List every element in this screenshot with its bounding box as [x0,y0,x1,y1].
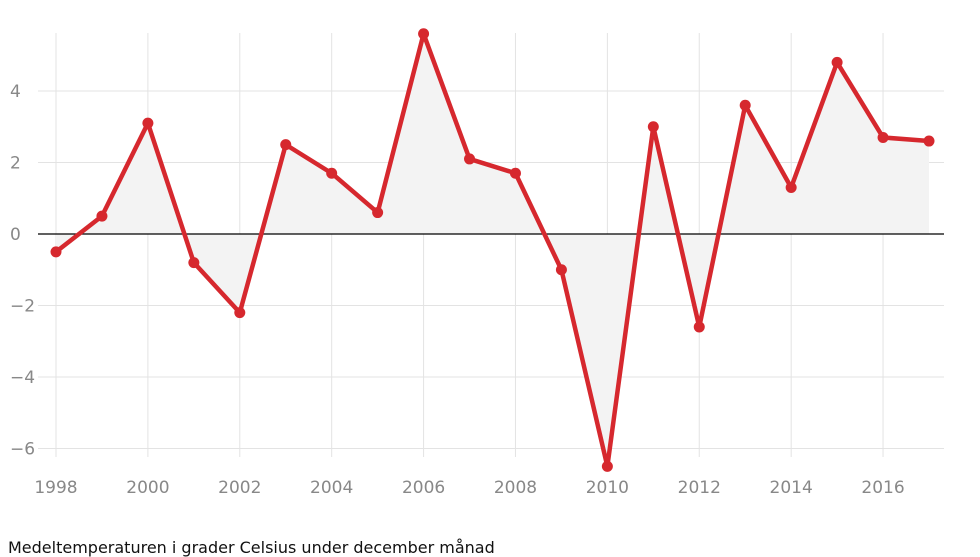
area-fill-layer [56,33,929,467]
chart-caption: Medeltemperaturen i grader Celsius under… [8,538,495,557]
data-point [50,246,62,258]
data-point [831,56,843,68]
y-axis-ticks: 4 2 0 −2 −4 −6 [10,82,35,460]
x-tick-label: 2006 [402,478,445,498]
data-point [601,460,613,472]
y-tick-label: −4 [10,368,35,388]
data-point [234,307,246,319]
data-point [188,257,200,269]
x-axis-ticks: 1998 2000 2002 2004 2006 2008 2010 2012 2014 2016 [34,478,904,498]
data-point [142,117,154,129]
x-tick-label: 2014 [770,478,813,498]
data-point [555,264,567,276]
data-point [372,207,384,219]
data-point [647,121,659,133]
data-points [50,28,935,472]
y-tick-label: 0 [10,225,21,245]
data-point [96,210,108,222]
series-line [53,31,932,469]
data-point [509,167,521,179]
series-line-layer [53,31,932,469]
data-point [739,99,751,111]
x-tick-label: 2012 [678,478,721,498]
y-tick-label: 4 [10,82,21,102]
x-tick-label: 2004 [310,478,353,498]
grid-lines [38,33,944,457]
data-point [326,167,338,179]
x-tick-label: 2002 [218,478,261,498]
x-tick-label: 2010 [586,478,629,498]
data-point [464,153,476,165]
data-point [877,131,889,143]
y-tick-label: −2 [10,297,35,317]
x-tick-label: 1998 [34,478,77,498]
x-tick-label: 2016 [861,478,904,498]
data-point [280,139,292,151]
data-point [418,28,430,40]
area-fill [56,33,929,467]
data-point [785,182,797,194]
y-tick-label: 2 [10,154,21,174]
x-tick-label: 2008 [494,478,537,498]
x-tick-label: 2000 [126,478,169,498]
data-point [693,321,705,333]
y-tick-label: −6 [10,440,35,460]
data-point [923,135,935,147]
temperature-line-chart: 4 2 0 −2 −4 −6 1998 2000 2002 2004 2006 2008 2010 20… [10,28,944,498]
